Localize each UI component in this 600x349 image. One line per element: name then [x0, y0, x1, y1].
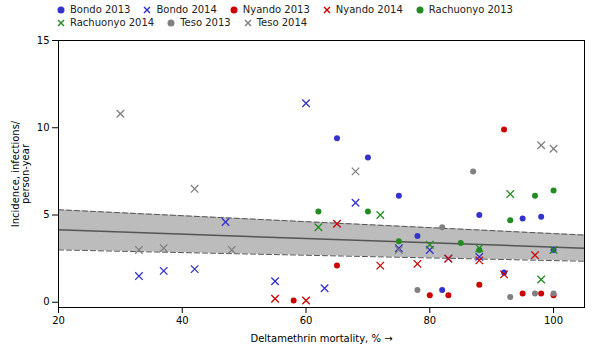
- svg-text:Deltamethrin mortality, % →: Deltamethrin mortality, % →: [250, 333, 392, 344]
- svg-text:10: 10: [37, 122, 50, 133]
- svg-text:100: 100: [544, 315, 563, 326]
- html-text:Teso 2014: Teso 2014: [256, 17, 308, 28]
- svg-text:15: 15: [37, 35, 50, 46]
- svg-text:5: 5: [43, 209, 49, 220]
- svg-text:20: 20: [52, 315, 65, 326]
- svg-text:60: 60: [300, 315, 313, 326]
- html-text:Nyando 2013: Nyando 2013: [242, 4, 310, 15]
- html-text:Bondo 2013: Bondo 2013: [70, 4, 131, 15]
- svg-text:0: 0: [43, 296, 49, 307]
- svg-text:80: 80: [423, 315, 436, 326]
- html-text:Rachuonyo 2013: Rachuonyo 2013: [428, 4, 513, 15]
- html-text:Teso 2013: Teso 2013: [180, 17, 231, 28]
- html-text:Rachuonyo 2014: Rachuonyo 2014: [70, 17, 155, 28]
- svg-text:40: 40: [176, 315, 189, 326]
- svg-text:Incidence, infections/person-y: Incidence, infections/person-year: [10, 120, 31, 227]
- html-text:Nyando 2014: Nyando 2014: [335, 4, 403, 15]
- html-text:Bondo 2014: Bondo 2014: [156, 4, 217, 15]
